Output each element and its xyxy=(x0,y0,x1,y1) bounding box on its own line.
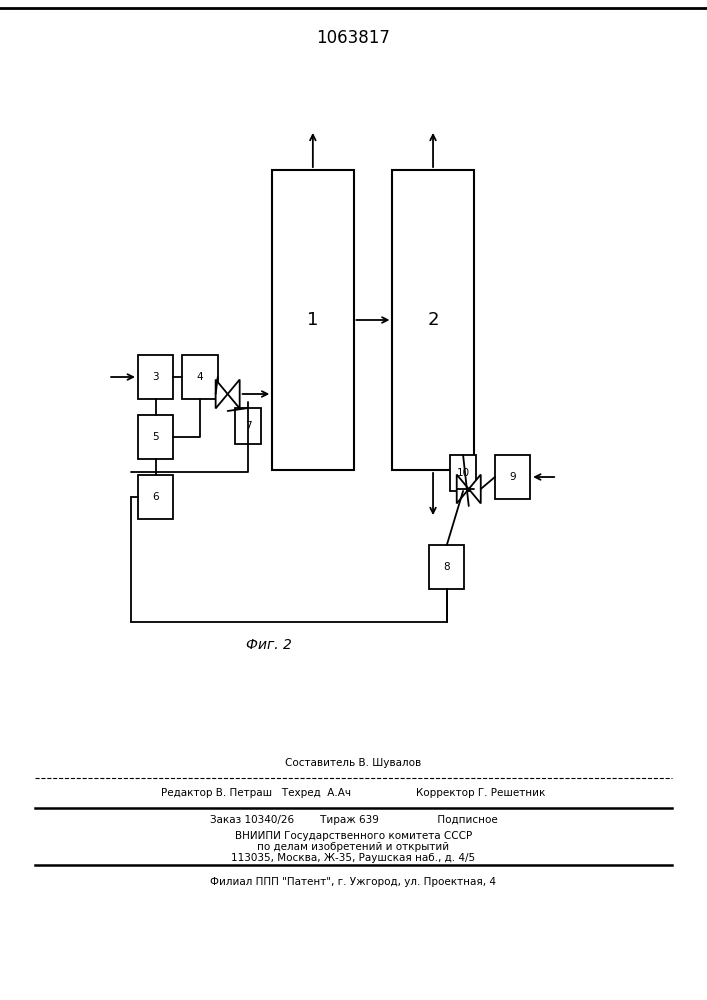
Text: Редактор В. Петраш   Техред  А.Ач                    Корректор Г. Решетник: Редактор В. Петраш Техред А.Ач Корректор… xyxy=(161,788,546,798)
Text: 1063817: 1063817 xyxy=(317,29,390,47)
Bar xyxy=(138,415,173,459)
Text: 113035, Москва, Ж-35, Раушская наб., д. 4/5: 113035, Москва, Ж-35, Раушская наб., д. … xyxy=(231,853,476,863)
Text: 9: 9 xyxy=(509,472,516,482)
Polygon shape xyxy=(216,380,228,408)
Text: ВНИИПИ Государственного комитета СССР: ВНИИПИ Государственного комитета СССР xyxy=(235,831,472,841)
Bar xyxy=(138,355,173,399)
Text: Заказ 10340/26        Тираж 639                  Подписное: Заказ 10340/26 Тираж 639 Подписное xyxy=(209,815,498,825)
Polygon shape xyxy=(469,475,481,503)
Text: 7: 7 xyxy=(245,421,252,431)
Bar xyxy=(429,545,464,589)
Text: 2: 2 xyxy=(427,311,439,329)
Bar xyxy=(272,170,354,470)
Bar xyxy=(235,408,261,444)
Text: 8: 8 xyxy=(443,562,450,572)
Text: Фиг. 2: Фиг. 2 xyxy=(246,638,291,652)
Text: 1: 1 xyxy=(307,311,319,329)
Polygon shape xyxy=(457,475,469,503)
Text: по делам изобретений и открытий: по делам изобретений и открытий xyxy=(257,842,450,852)
Text: 4: 4 xyxy=(197,372,204,382)
Bar xyxy=(182,355,218,399)
Text: 3: 3 xyxy=(152,372,159,382)
Text: 10: 10 xyxy=(457,468,469,478)
Bar xyxy=(138,475,173,519)
Text: Составитель В. Шувалов: Составитель В. Шувалов xyxy=(286,758,421,768)
Bar xyxy=(392,170,474,470)
Bar xyxy=(495,455,530,499)
Bar xyxy=(450,455,476,491)
Text: 5: 5 xyxy=(152,432,159,442)
Text: 6: 6 xyxy=(152,492,159,502)
Polygon shape xyxy=(228,380,240,408)
Text: Филиал ППП "Патент", г. Ужгород, ул. Проектная, 4: Филиал ППП "Патент", г. Ужгород, ул. Про… xyxy=(211,877,496,887)
